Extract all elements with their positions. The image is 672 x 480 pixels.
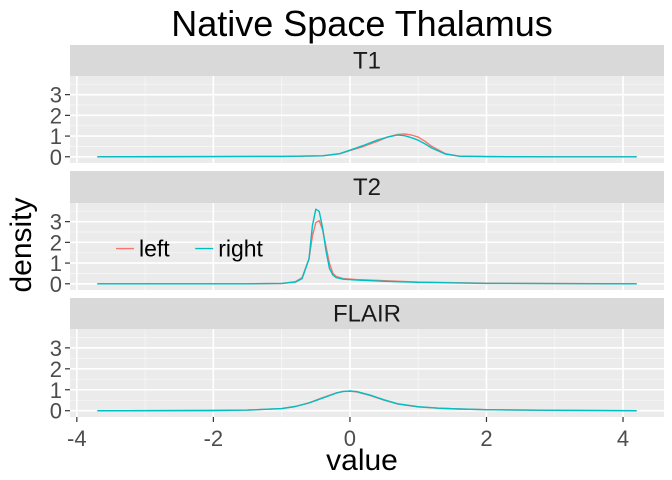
facet-strip: [70, 298, 664, 329]
legend-label-right: right: [218, 236, 263, 262]
x-tick-label: -2: [204, 426, 224, 451]
series-line-right: [97, 390, 637, 412]
y-tick-label: 3: [50, 210, 62, 235]
x-tick-label: 0: [344, 426, 356, 451]
facet-strip-label: T2: [353, 174, 381, 201]
panel-background: [70, 329, 664, 417]
x-tick-label: 2: [480, 426, 492, 451]
y-tick-label: 1: [50, 251, 62, 276]
x-tick-label: 4: [617, 426, 629, 451]
y-tick-label: 0: [50, 272, 62, 297]
x-axis-ticks: -4 -2 0 2 4: [67, 417, 629, 451]
chart-title: Native Space Thalamus: [171, 3, 553, 44]
y-tick-label: 1: [50, 124, 62, 149]
series-line-right: [97, 208, 637, 285]
legend-label-left: left: [139, 236, 170, 262]
y-tick-label: 3: [50, 336, 62, 361]
y-tick-label: 0: [50, 145, 62, 170]
panel-background: [70, 203, 664, 290]
y-tick-label: 2: [50, 103, 62, 128]
facet-strip-label: FLAIR: [333, 301, 401, 328]
facet-strip-label: T1: [353, 48, 381, 75]
y-tick-label: 3: [50, 83, 62, 108]
facet-strip: [70, 45, 664, 76]
y-tick-label: 1: [50, 378, 62, 403]
legend: left right: [116, 236, 264, 262]
y-tick-label: 0: [50, 399, 62, 424]
facet-strip: [70, 171, 664, 203]
y-tick-label: 2: [50, 357, 62, 382]
y-axis-title: density: [5, 197, 38, 292]
series-line-right: [97, 134, 637, 158]
y-tick-label: 2: [50, 230, 62, 255]
x-tick-label: -4: [67, 426, 87, 451]
x-axis-title: value: [326, 444, 398, 477]
panel-background: [70, 76, 664, 163]
